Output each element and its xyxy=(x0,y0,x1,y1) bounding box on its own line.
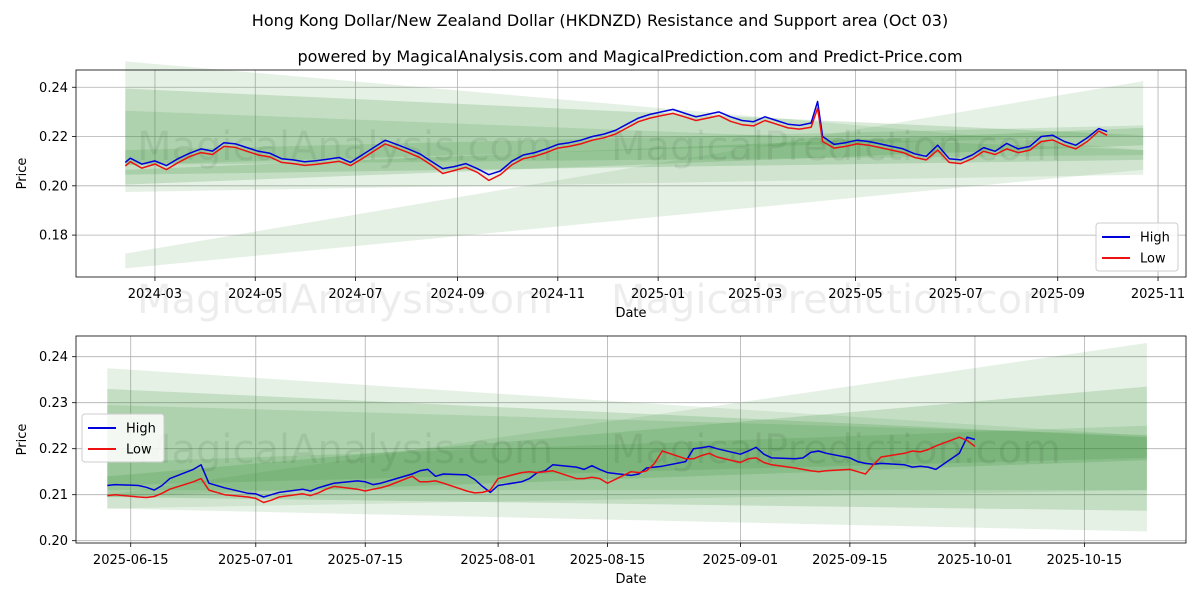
series-high-line xyxy=(124,100,1108,176)
bottom-chart: MagicalAnalysis.com MagicalPrediction.com… xyxy=(15,335,1187,587)
legend: High Low xyxy=(1095,222,1179,272)
x-tick-label: 2025-05 xyxy=(828,287,882,302)
axes-frame xyxy=(75,69,1187,278)
band-4 xyxy=(107,386,1147,497)
x-tick-label: 2025-08-15 xyxy=(570,553,646,568)
y-tick-label: 0.24 xyxy=(39,81,68,96)
x-tick-label: 2024-03 xyxy=(128,287,182,302)
main-title: Hong Kong Dollar/New Zealand Dollar (HKD… xyxy=(252,11,948,30)
x-tick-label: 2025-07-01 xyxy=(218,553,294,568)
y-tick-label: 0.18 xyxy=(39,229,68,244)
legend: High Low xyxy=(81,413,165,463)
band-5 xyxy=(125,125,1144,165)
legend-label-high: High xyxy=(1140,231,1170,246)
band-4 xyxy=(125,127,1144,185)
watermark-text: MagicalAnalysis.com xyxy=(137,124,553,170)
y-tick-label: 0.22 xyxy=(39,442,68,457)
plot-area xyxy=(76,336,1186,543)
y-tick-label: 0.23 xyxy=(39,396,68,411)
legend-label-low: Low xyxy=(1140,252,1166,267)
x-tick-label: 2024-11 xyxy=(531,287,585,302)
band-2 xyxy=(107,405,1147,491)
x-tick-label: 2025-01 xyxy=(631,287,685,302)
x-tick-label: 2025-08-01 xyxy=(460,553,536,568)
y-tick-label: 0.20 xyxy=(39,179,68,194)
y-axis-label: Price xyxy=(15,424,30,456)
sub-title: powered by MagicalAnalysis.com and Magic… xyxy=(297,47,962,66)
y-tick-label: 0.21 xyxy=(39,488,68,503)
y-tick-label: 0.20 xyxy=(39,534,68,549)
x-tick-label: 2024-05 xyxy=(228,287,282,302)
band-1 xyxy=(107,388,1147,511)
band-5 xyxy=(107,425,1147,486)
x-axis-label: Date xyxy=(615,306,646,321)
x-tick-label: 2025-07-15 xyxy=(327,553,403,568)
top-chart: MagicalAnalysis.com MagicalPrediction.com… xyxy=(15,61,1187,323)
watermark-text: MagicalAnalysis.com xyxy=(137,277,553,323)
band-3 xyxy=(107,342,1147,509)
y-tick-label: 0.24 xyxy=(39,350,68,365)
x-tick-label: 2024-07 xyxy=(328,287,382,302)
x-tick-label: 2025-09 xyxy=(1031,287,1085,302)
legend-label-high: High xyxy=(126,422,156,437)
axes-frame xyxy=(75,335,1187,544)
x-tick-label: 2025-09-15 xyxy=(812,553,888,568)
y-tick-label: 0.22 xyxy=(39,130,68,145)
series-low-line xyxy=(124,107,1108,182)
x-tick-label: 2025-11 xyxy=(1131,287,1185,302)
x-tick-label: 2025-09-01 xyxy=(703,553,779,568)
watermark-text: MagicalPrediction.com xyxy=(611,277,1061,323)
series-low-line xyxy=(107,436,976,504)
series-high-line xyxy=(107,436,976,498)
x-tick-label: 2025-03 xyxy=(728,287,782,302)
watermark-text: MagicalAnalysis.com xyxy=(137,427,553,473)
x-tick-label: 2025-10-15 xyxy=(1047,553,1123,568)
watermark-text: MagicalPrediction.com xyxy=(611,427,1061,473)
plot-area xyxy=(76,70,1186,277)
band-1 xyxy=(125,88,1144,175)
legend-label-low: Low xyxy=(126,443,152,458)
x-tick-label: 2025-06-15 xyxy=(93,553,169,568)
x-tick-label: 2024-09 xyxy=(430,287,484,302)
y-axis-label: Price xyxy=(15,158,30,190)
x-axis-label: Date xyxy=(615,572,646,587)
band-0 xyxy=(125,61,1144,193)
watermark-text: MagicalPrediction.com xyxy=(611,124,1061,170)
band-3 xyxy=(125,81,1144,269)
x-tick-label: 2025-10-01 xyxy=(937,553,1013,568)
band-2 xyxy=(125,110,1144,165)
x-tick-label: 2025-07 xyxy=(929,287,983,302)
